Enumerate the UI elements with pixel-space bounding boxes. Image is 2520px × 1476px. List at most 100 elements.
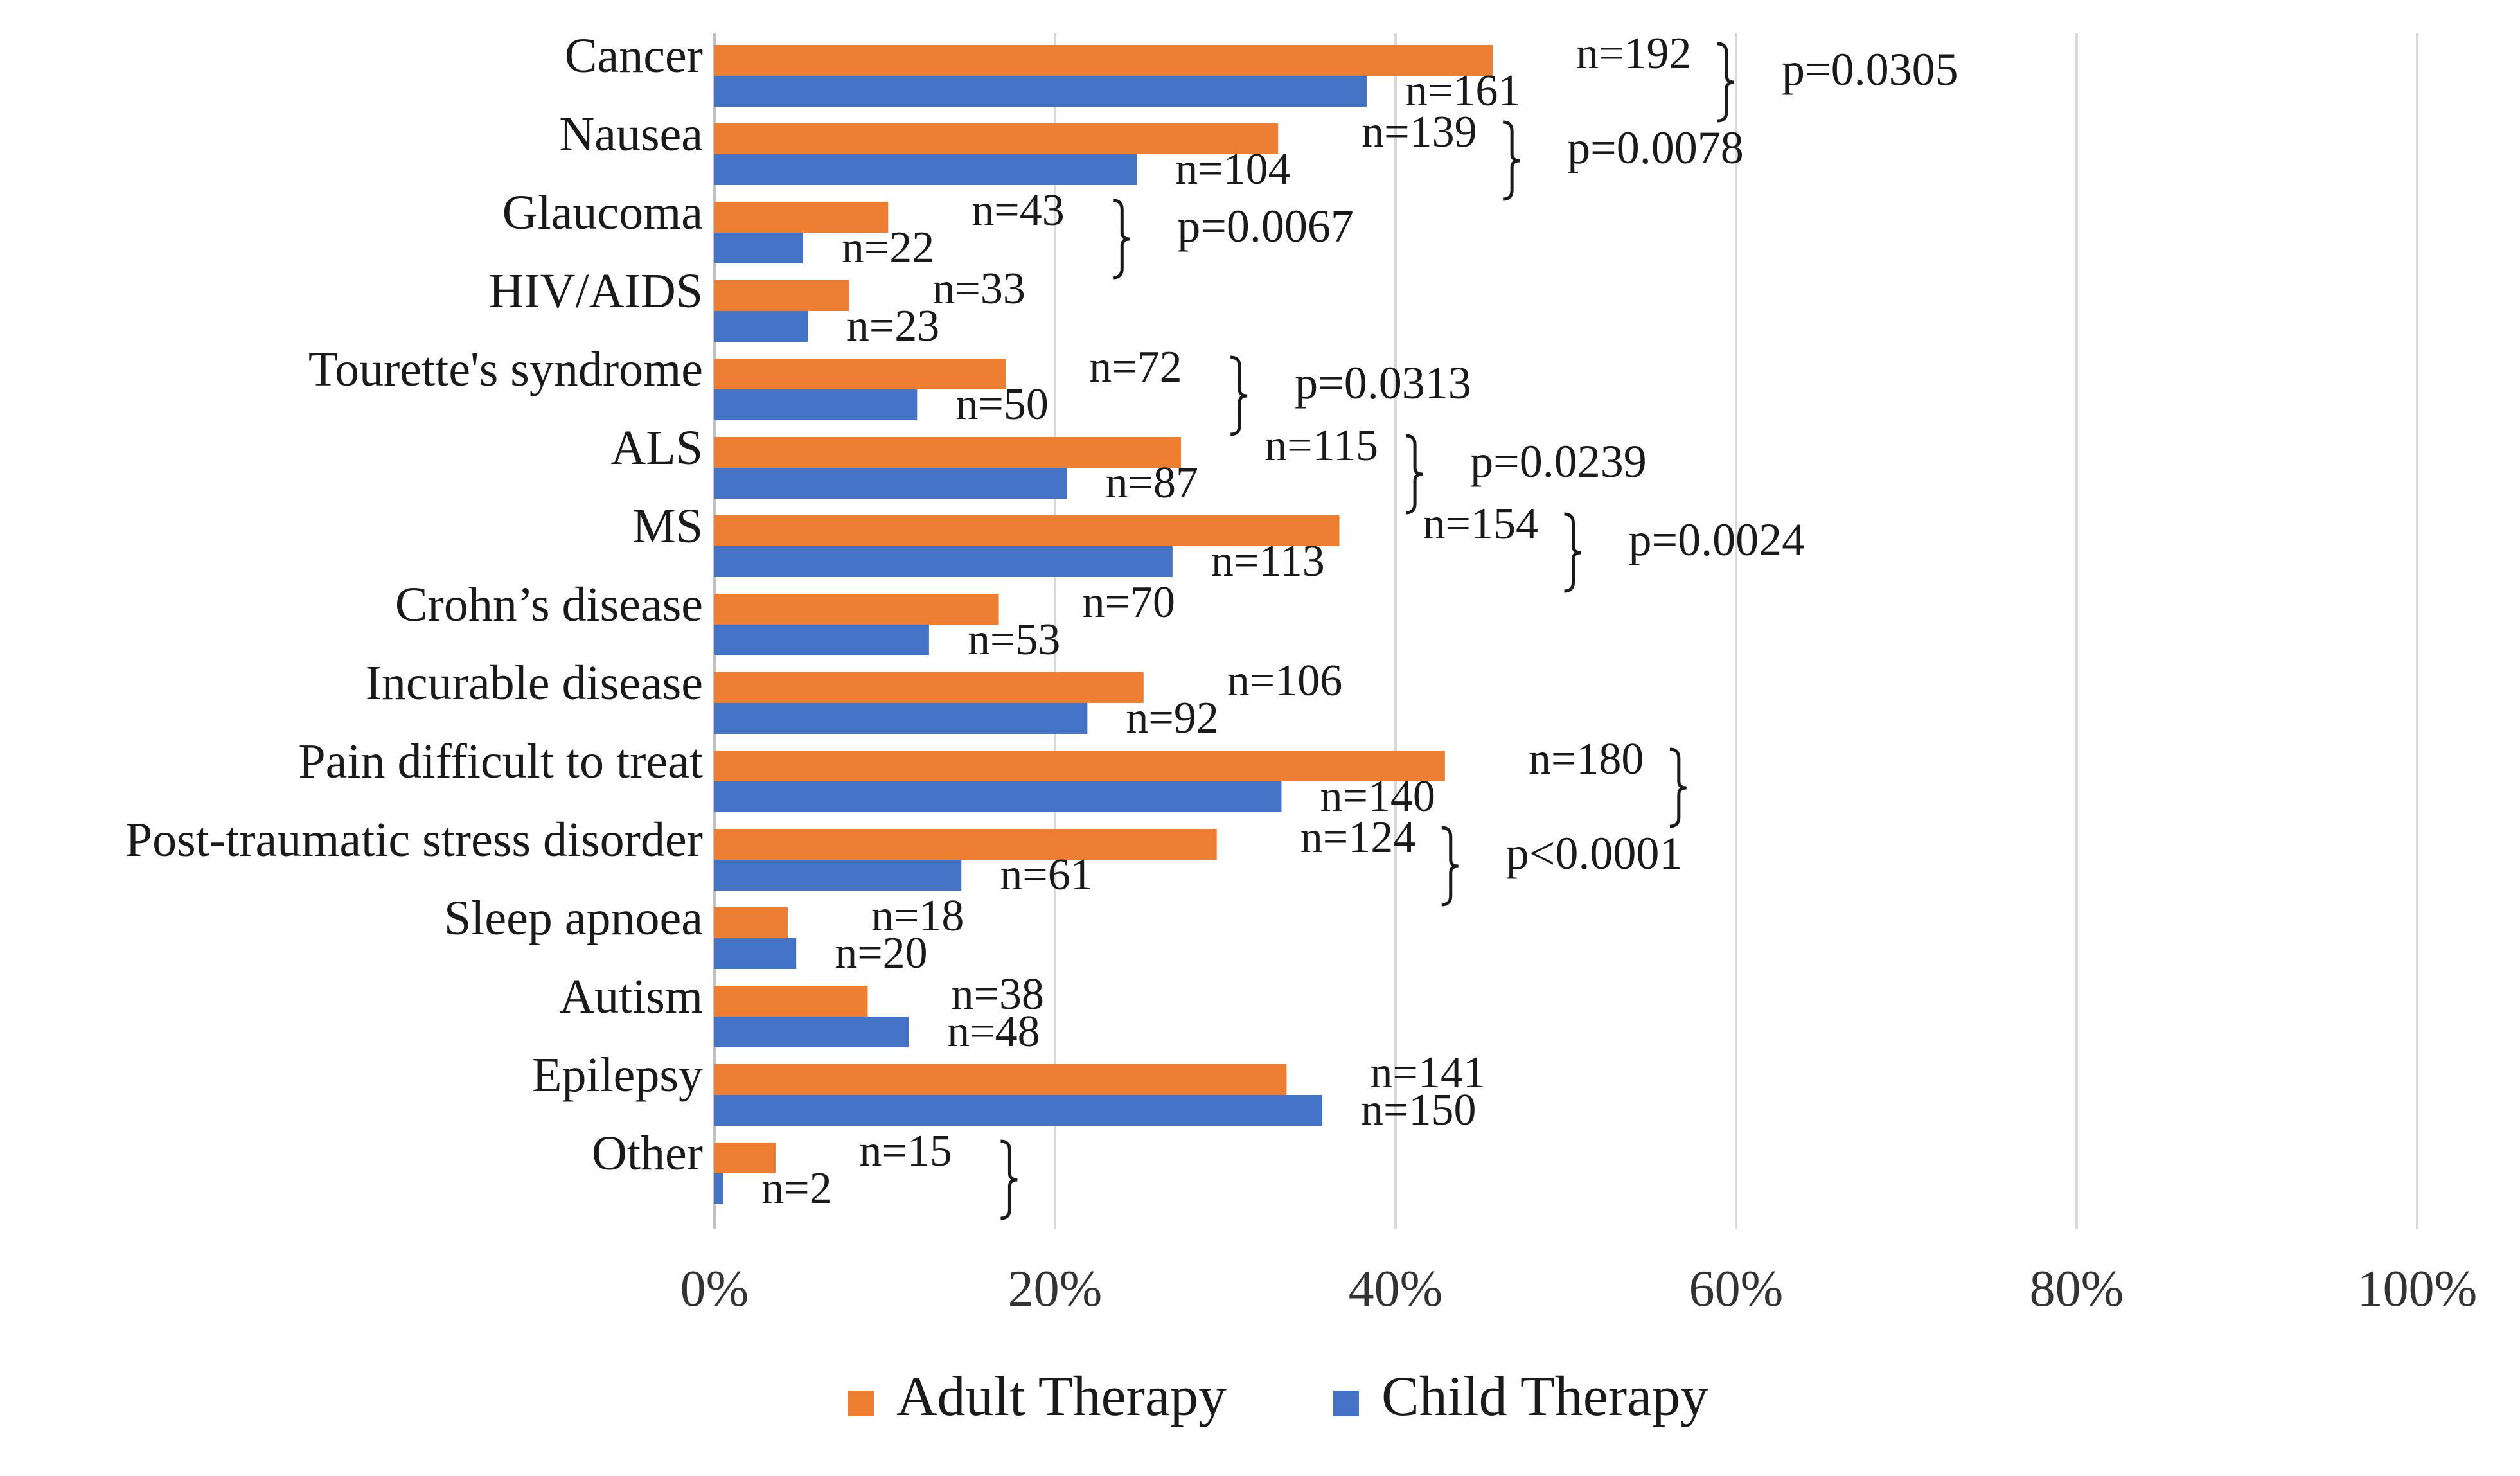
adult-n-label: n=33 bbox=[932, 264, 1025, 314]
child-n-label: n=150 bbox=[1361, 1085, 1476, 1135]
legend-label-child: Child Therapy bbox=[1381, 1365, 1708, 1428]
child-n-label: n=20 bbox=[835, 929, 927, 978]
adult-n-label: n=15 bbox=[859, 1126, 952, 1176]
adult-n-label: n=115 bbox=[1264, 421, 1378, 470]
category-label: Autism bbox=[559, 970, 703, 1024]
category-label: Cancer bbox=[565, 29, 703, 83]
bar-adult-therapy bbox=[714, 45, 1493, 76]
bar-child-therapy bbox=[714, 1173, 723, 1204]
x-tick-label: 60% bbox=[1689, 1261, 1784, 1317]
bar-child-therapy bbox=[714, 938, 797, 969]
child-n-label: n=61 bbox=[1000, 850, 1092, 900]
child-n-label: n=87 bbox=[1106, 458, 1198, 508]
category-label: MS bbox=[632, 499, 703, 553]
significance-bracket bbox=[1000, 1139, 1018, 1220]
bar-child-therapy bbox=[714, 468, 1067, 499]
significance-bracket bbox=[1230, 355, 1248, 436]
adult-n-label: n=18 bbox=[871, 891, 964, 941]
bar-child-therapy bbox=[714, 389, 918, 420]
adult-n-label: n=180 bbox=[1529, 734, 1644, 784]
p-value-label: p=0.0239 bbox=[1470, 436, 1647, 487]
x-tick-label: 100% bbox=[2357, 1261, 2478, 1317]
bar-child-therapy bbox=[714, 860, 962, 891]
legend-swatch-child bbox=[1333, 1391, 1359, 1416]
child-n-label: n=113 bbox=[1211, 537, 1325, 586]
bar-adult-therapy bbox=[714, 359, 1006, 389]
legend-swatch-adult bbox=[848, 1391, 874, 1416]
bar-adult-therapy bbox=[714, 829, 1217, 860]
bar-adult-therapy bbox=[714, 437, 1182, 468]
significance-bracket bbox=[1405, 434, 1423, 515]
adult-n-label: n=154 bbox=[1423, 499, 1538, 549]
category-label: Glaucoma bbox=[502, 186, 703, 240]
category-label: Sleep apnoea bbox=[444, 891, 703, 945]
category-label: Incurable disease bbox=[366, 656, 703, 710]
bar-child-therapy bbox=[714, 76, 1367, 107]
bar-child-therapy bbox=[714, 154, 1137, 185]
category-label: Crohn’s disease bbox=[395, 578, 703, 632]
bar-child-therapy bbox=[714, 546, 1173, 577]
adult-n-label: n=72 bbox=[1089, 342, 1182, 392]
category-label: Pain difficult to treat bbox=[298, 734, 703, 788]
category-label: HIV/AIDS bbox=[488, 264, 703, 318]
child-n-label: n=23 bbox=[847, 301, 939, 351]
child-n-label: n=2 bbox=[761, 1164, 831, 1213]
category-label: Epilepsy bbox=[532, 1048, 703, 1102]
bar-child-therapy bbox=[714, 625, 929, 655]
x-tick-label: 0% bbox=[680, 1261, 749, 1317]
bar-child-therapy bbox=[714, 703, 1088, 734]
p-value-label: p=0.0078 bbox=[1567, 122, 1744, 173]
significance-bracket bbox=[1503, 120, 1520, 201]
bar-child-therapy bbox=[714, 781, 1282, 812]
child-n-label: n=161 bbox=[1405, 66, 1520, 116]
bar-child-therapy bbox=[714, 311, 808, 342]
legend: Adult Therapy Child Therapy bbox=[848, 1365, 1708, 1428]
bar-adult-therapy bbox=[714, 1064, 1287, 1095]
annotation-layer: p=0.0305 p=0.0078 p=0.0067 p=0.0313 p=0.0239… bbox=[1000, 42, 1958, 1220]
significance-bracket bbox=[1113, 199, 1130, 280]
adult-n-label: n=106 bbox=[1227, 656, 1342, 706]
bar-adult-therapy bbox=[714, 907, 788, 938]
p-value-label: p=0.0305 bbox=[1782, 44, 1958, 95]
bar-adult-therapy bbox=[714, 986, 868, 1017]
p-value-label: p=0.0067 bbox=[1177, 200, 1354, 252]
child-n-label: n=22 bbox=[842, 223, 934, 272]
adult-n-label: n=139 bbox=[1362, 107, 1477, 157]
significance-bracket bbox=[1441, 826, 1459, 907]
adult-n-label: n=124 bbox=[1300, 813, 1415, 862]
category-label: Other bbox=[592, 1126, 703, 1180]
child-n-label: n=53 bbox=[968, 615, 1060, 664]
bar-adult-therapy bbox=[714, 1143, 776, 1173]
category-label: Tourette's syndrome bbox=[308, 342, 703, 396]
adult-n-label: n=38 bbox=[952, 970, 1044, 1019]
legend-label-adult: Adult Therapy bbox=[896, 1365, 1227, 1428]
x-tick-label: 80% bbox=[2030, 1261, 2124, 1317]
child-n-label: n=92 bbox=[1126, 693, 1218, 743]
significance-bracket bbox=[1717, 42, 1735, 123]
adult-n-label: n=192 bbox=[1576, 29, 1691, 78]
significance-bracket bbox=[1669, 747, 1687, 828]
label-layer: 0% 20% 40% 60% 80% 100% Cancer n=192 n=161 Nausea… bbox=[125, 29, 2477, 1317]
bar-adult-therapy bbox=[714, 751, 1445, 781]
bar-adult-therapy bbox=[714, 123, 1279, 154]
bar-child-therapy bbox=[714, 1017, 909, 1047]
bar-child-therapy bbox=[714, 1095, 1323, 1126]
x-tick-label: 40% bbox=[1349, 1261, 1443, 1317]
adult-n-label: n=70 bbox=[1083, 578, 1175, 627]
p-value-label: p<0.0001 bbox=[1506, 828, 1683, 879]
bar-adult-therapy bbox=[714, 515, 1340, 546]
bar-child-therapy bbox=[714, 233, 803, 263]
bar-adult-therapy bbox=[714, 280, 849, 311]
child-n-label: n=104 bbox=[1175, 145, 1290, 194]
adult-n-label: n=43 bbox=[972, 186, 1064, 235]
child-n-label: n=140 bbox=[1320, 772, 1435, 821]
bar-adult-therapy bbox=[714, 202, 889, 233]
bar-adult-therapy bbox=[714, 672, 1144, 703]
category-label: ALS bbox=[610, 421, 703, 475]
category-label: Post-traumatic stress disorder bbox=[125, 813, 703, 867]
bar-layer bbox=[714, 45, 1493, 1204]
significance-bracket bbox=[1564, 512, 1581, 593]
bar-adult-therapy bbox=[714, 594, 999, 625]
adult-n-label: n=141 bbox=[1370, 1048, 1485, 1098]
